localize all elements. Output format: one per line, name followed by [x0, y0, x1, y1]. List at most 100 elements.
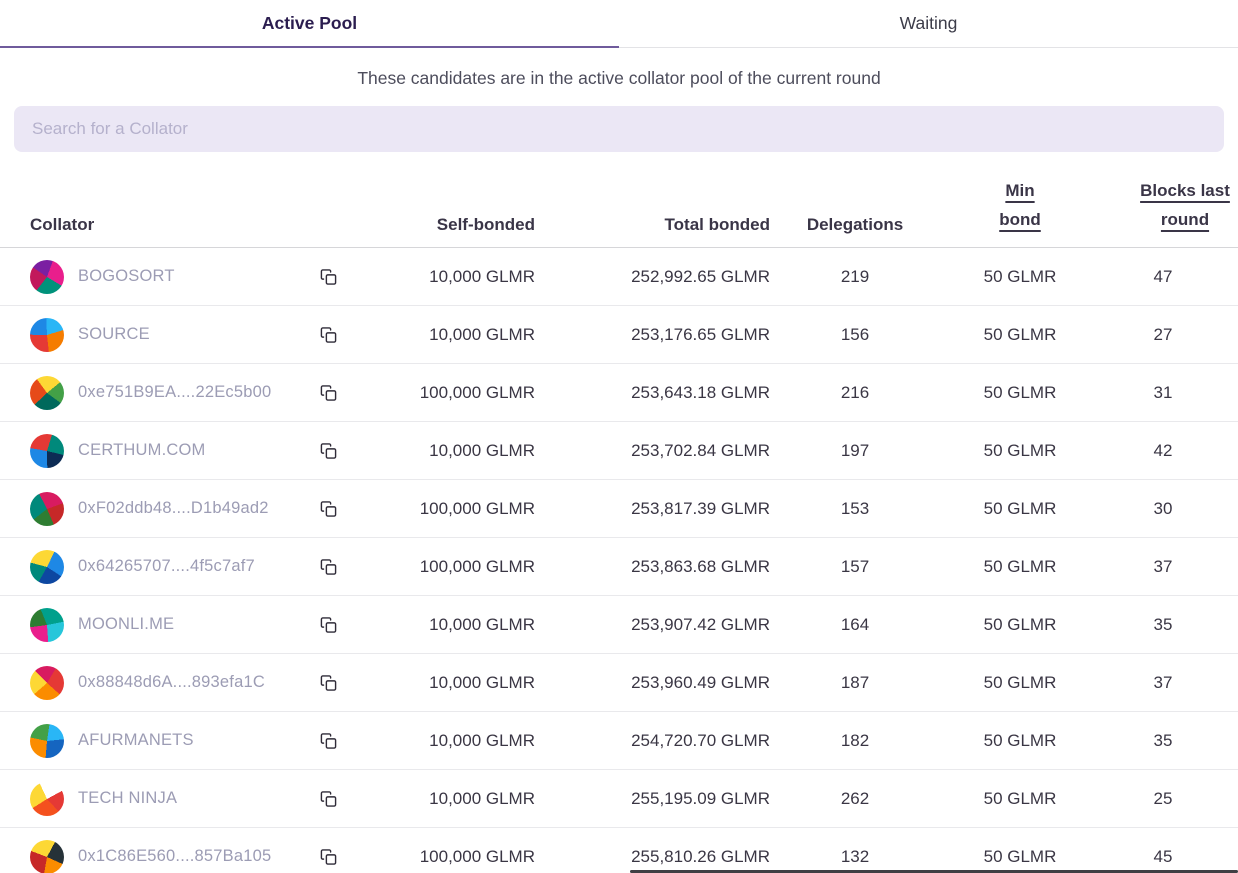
blocks-last-round-value: 42 — [1153, 440, 1173, 460]
collator-cell: TECH NINJA — [0, 781, 345, 816]
tab-waiting-label: Waiting — [899, 13, 958, 33]
table-row: 0xe751B9EA....22Ec5b00 100,000 GLMR 253,… — [0, 364, 1238, 422]
collator-avatar — [30, 317, 64, 352]
collator-cell: 0x1C86E560....857Ba105 — [0, 839, 345, 873]
delegations-value: 187 — [840, 672, 870, 692]
blocks-last-round-value: 30 — [1153, 498, 1173, 518]
delegations-value: 197 — [840, 440, 870, 460]
collator-avatar — [30, 665, 64, 700]
copy-icon — [320, 616, 337, 634]
collator-cell: SOURCE — [0, 317, 345, 352]
table-header-row: Collator Self-bonded Total bonded Delega… — [0, 168, 1238, 248]
total-bonded-value: 253,817.39 GLMR — [631, 498, 770, 518]
self-bonded-value: 10,000 GLMR — [429, 440, 535, 460]
collator-name: CERTHUM.COM — [78, 441, 206, 459]
table-row: 0x1C86E560....857Ba105 100,000 GLMR 255,… — [0, 828, 1238, 873]
min-bond-value: 50 GLMR — [983, 846, 1057, 866]
copy-address-button[interactable] — [318, 556, 339, 578]
copy-icon — [320, 732, 337, 750]
delegations-value: 182 — [840, 730, 870, 750]
self-bonded-value: 10,000 GLMR — [429, 266, 535, 286]
table-row: AFURMANETS 10,000 GLMR 254,720.70 GLMR 1… — [0, 712, 1238, 770]
copy-address-button[interactable] — [318, 730, 339, 752]
collator-cell: 0x64265707....4f5c7af7 — [0, 549, 345, 584]
self-bonded-value: 10,000 GLMR — [429, 730, 535, 750]
column-header-self-bonded: Self-bonded — [436, 215, 535, 234]
tab-active-pool[interactable]: Active Pool — [0, 0, 619, 48]
collator-avatar — [30, 839, 64, 873]
total-bonded-value: 253,176.65 GLMR — [631, 324, 770, 344]
delegations-value: 164 — [840, 614, 870, 634]
collator-avatar — [30, 723, 64, 758]
total-bonded-value: 253,702.84 GLMR — [631, 440, 770, 460]
column-header-blocks-last-round[interactable]: Blocks last round — [1100, 176, 1238, 236]
search-input[interactable] — [14, 106, 1224, 152]
collator-name: TECH NINJA — [78, 789, 178, 807]
column-header-total-bonded: Total bonded — [664, 215, 770, 234]
self-bonded-value: 10,000 GLMR — [429, 324, 535, 344]
min-bond-value: 50 GLMR — [983, 324, 1057, 344]
copy-address-button[interactable] — [318, 324, 339, 346]
column-header-min-bond[interactable]: Min bond — [940, 176, 1100, 236]
collator-cell: AFURMANETS — [0, 723, 345, 758]
horizontal-scrollbar-thumb[interactable] — [630, 870, 1238, 873]
self-bonded-value: 100,000 GLMR — [419, 556, 535, 576]
self-bonded-value: 10,000 GLMR — [429, 788, 535, 808]
min-bond-value: 50 GLMR — [983, 614, 1057, 634]
min-bond-value: 50 GLMR — [983, 382, 1057, 402]
collator-cell: BOGOSORT — [0, 259, 345, 294]
pool-tabs: Active Pool Waiting — [0, 0, 1238, 48]
collator-avatar — [30, 259, 64, 294]
collator-name: 0x64265707....4f5c7af7 — [78, 557, 255, 575]
delegations-value: 216 — [840, 382, 870, 402]
collator-name: SOURCE — [78, 325, 150, 343]
delegations-value: 262 — [840, 788, 870, 808]
blocks-last-round-value: 35 — [1153, 614, 1173, 634]
total-bonded-value: 253,907.42 GLMR — [631, 614, 770, 634]
copy-address-button[interactable] — [318, 672, 339, 694]
self-bonded-value: 100,000 GLMR — [419, 382, 535, 402]
collator-avatar — [30, 781, 64, 816]
table-body: BOGOSORT 10,000 GLMR 252,992.65 GLMR 219… — [0, 248, 1238, 873]
collator-avatar — [30, 433, 64, 468]
copy-address-button[interactable] — [318, 788, 339, 810]
self-bonded-value: 100,000 GLMR — [419, 846, 535, 866]
collator-cell: CERTHUM.COM — [0, 433, 345, 468]
total-bonded-value: 252,992.65 GLMR — [631, 266, 770, 286]
copy-address-button[interactable] — [318, 846, 339, 868]
collator-cell: 0x88848d6A....893efa1C — [0, 665, 345, 700]
min-bond-value: 50 GLMR — [983, 440, 1057, 460]
delegations-value: 153 — [840, 498, 870, 518]
copy-address-button[interactable] — [318, 498, 339, 520]
table-row: 0x64265707....4f5c7af7 100,000 GLMR 253,… — [0, 538, 1238, 596]
collator-cell: 0xe751B9EA....22Ec5b00 — [0, 375, 345, 410]
copy-address-button[interactable] — [318, 614, 339, 636]
table-row: BOGOSORT 10,000 GLMR 252,992.65 GLMR 219… — [0, 248, 1238, 306]
self-bonded-value: 100,000 GLMR — [419, 498, 535, 518]
total-bonded-value: 255,810.26 GLMR — [631, 846, 770, 866]
copy-address-button[interactable] — [318, 266, 339, 288]
copy-icon — [320, 442, 337, 460]
total-bonded-value: 255,195.09 GLMR — [631, 788, 770, 808]
total-bonded-value: 253,643.18 GLMR — [631, 382, 770, 402]
column-header-collator: Collator — [30, 215, 95, 234]
min-bond-value: 50 GLMR — [983, 730, 1057, 750]
copy-icon — [320, 500, 337, 518]
min-bond-value: 50 GLMR — [983, 266, 1057, 286]
copy-address-button[interactable] — [318, 382, 339, 404]
blocks-last-round-value: 45 — [1153, 846, 1173, 866]
collator-name: 0xe751B9EA....22Ec5b00 — [78, 383, 272, 401]
table-row: MOONLI.ME 10,000 GLMR 253,907.42 GLMR 16… — [0, 596, 1238, 654]
table-row: 0x88848d6A....893efa1C 10,000 GLMR 253,9… — [0, 654, 1238, 712]
tab-waiting[interactable]: Waiting — [619, 0, 1238, 47]
collator-name: 0x1C86E560....857Ba105 — [78, 847, 272, 865]
collator-name: BOGOSORT — [78, 267, 175, 285]
min-bond-value: 50 GLMR — [983, 498, 1057, 518]
copy-address-button[interactable] — [318, 440, 339, 462]
collator-cell: MOONLI.ME — [0, 607, 345, 642]
delegations-value: 156 — [840, 324, 870, 344]
collator-table: Collator Self-bonded Total bonded Delega… — [0, 168, 1238, 873]
total-bonded-value: 254,720.70 GLMR — [631, 730, 770, 750]
min-bond-value: 50 GLMR — [983, 672, 1057, 692]
collator-name: MOONLI.ME — [78, 615, 175, 633]
